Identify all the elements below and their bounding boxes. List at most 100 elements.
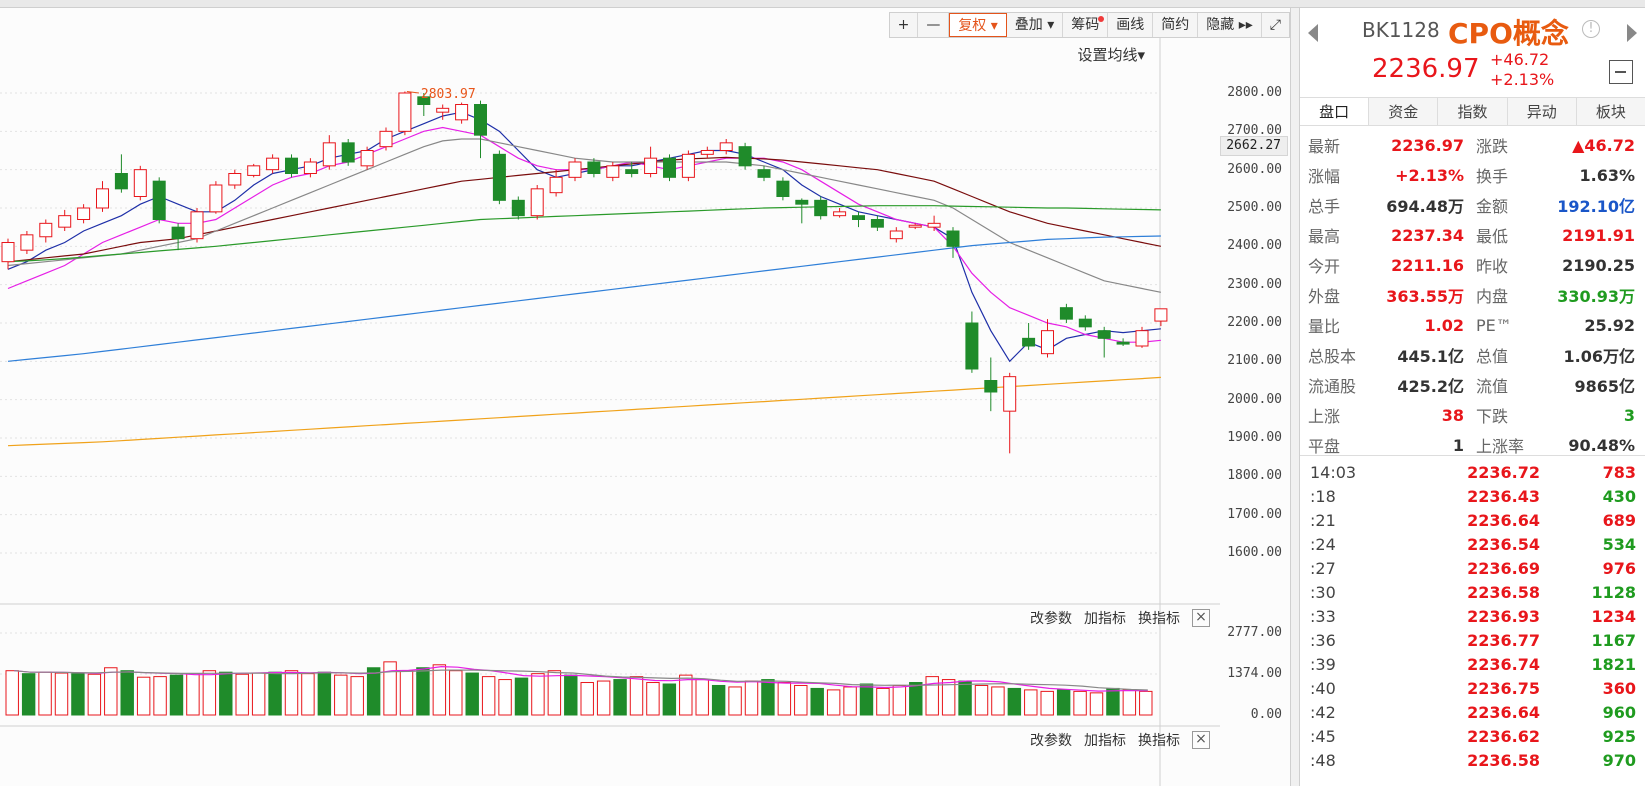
candle-body [738, 146, 752, 167]
price-tick-label: 1700.00 [1227, 506, 1282, 522]
tick-time: :30 [1310, 582, 1336, 602]
tab-sector[interactable]: 板块 [1595, 103, 1626, 121]
volume-bar [547, 670, 562, 716]
volume-bar [892, 684, 907, 716]
candle-body [644, 157, 658, 175]
candle-body [965, 322, 979, 370]
tick-volume: 1128 [1591, 582, 1636, 602]
volume-bar [1139, 690, 1153, 716]
candle-body [889, 230, 903, 240]
fullscreen-button[interactable]: ⤢ [1262, 13, 1289, 37]
add-indicator-button[interactable]: 加指标 [1084, 611, 1126, 627]
stat-value: 90.48% [1568, 435, 1635, 455]
tick-volume: 925 [1602, 726, 1636, 746]
chips-button[interactable]: 筹码 [1063, 13, 1109, 37]
tick-price: 2236.64 [1467, 702, 1540, 722]
zoom-in-button[interactable]: + [890, 13, 919, 37]
candle-body [1059, 307, 1073, 320]
volume-bar [580, 682, 594, 716]
stat-row: 平盘 1 上涨率 90.48% [1300, 430, 1645, 460]
stat-label: 涨幅 [1308, 167, 1341, 186]
tick-price: 2236.43 [1467, 486, 1540, 506]
change-params-button[interactable]: 改参数 [1030, 733, 1072, 749]
tab-index[interactable]: 指数 [1438, 98, 1508, 125]
volume-bar [465, 672, 479, 716]
draw-button[interactable]: 画线 [1108, 13, 1154, 37]
volume-bar [1089, 692, 1104, 716]
close-icon[interactable]: × [1192, 609, 1210, 627]
tab-movement[interactable]: 异动 [1508, 98, 1577, 125]
change-params-button[interactable]: 改参数 [1030, 611, 1072, 627]
price-axis: 2800.00 2700.00 2600.00 2500.00 2400.00 2300.… [1220, 8, 1290, 786]
close-icon[interactable]: × [1192, 731, 1210, 749]
volume-bar [794, 684, 808, 716]
candle-body [663, 157, 676, 178]
stat-row: 外盘 363.55万 内盘 330.93万 [1300, 280, 1645, 310]
volume-bar [317, 671, 332, 716]
tab-pankou[interactable]: 盘口 [1300, 98, 1370, 125]
simple-button[interactable]: 简约 [1153, 13, 1199, 37]
volume-tick-label: 2777.00 [1227, 625, 1282, 640]
stat-value: 3 [1623, 405, 1635, 425]
ma-setting-dropdown[interactable]: 设置均线▾ [1077, 44, 1145, 65]
zoom-out-button[interactable]: — [918, 13, 950, 37]
candle-body [530, 188, 544, 217]
kline-chart-area[interactable]: 2803.97 + — 复权 ▾ 叠加 ▾ 筹码 画线 简约 隐藏 ▸▸ ⤢ 设… [0, 8, 1290, 786]
price-tick-label: 1900.00 [1227, 430, 1282, 445]
volume-bar [925, 676, 939, 716]
notification-dot-icon [1098, 16, 1105, 22]
candle-body [1097, 330, 1111, 339]
candle-body [908, 224, 922, 228]
switch-indicator-button[interactable]: 换指标 [1138, 611, 1180, 627]
adjust-button[interactable]: 复权 ▾ [949, 13, 1007, 37]
volume-bar [679, 674, 693, 716]
stat-label: 上涨 [1308, 407, 1341, 426]
add-indicator-button[interactable]: 加指标 [1084, 733, 1126, 749]
switch-indicator-button[interactable]: 换指标 [1138, 733, 1180, 749]
stat-value: 2191.91 [1562, 225, 1635, 245]
kline-svg[interactable]: 2803.97 [0, 8, 1220, 786]
tick-price: 2236.74 [1467, 654, 1540, 674]
volume-bar [695, 679, 709, 716]
volume-bar [1106, 687, 1120, 716]
tick-volume: 1234 [1591, 606, 1636, 626]
next-arrow-icon[interactable] [1627, 24, 1637, 42]
overlay-button[interactable]: 叠加 ▾ [1007, 13, 1064, 37]
change-value: +46.72 [1490, 50, 1550, 69]
prev-arrow-icon[interactable] [1308, 24, 1318, 42]
volume-bar [531, 673, 545, 716]
tick-time: :40 [1310, 678, 1336, 698]
candle-body [587, 161, 601, 174]
candle-body [77, 207, 91, 220]
stat-value: 2211.16 [1391, 255, 1464, 275]
panel-splitter[interactable] [1290, 8, 1300, 786]
candle-body [1078, 318, 1092, 328]
volume-bar [449, 670, 463, 716]
candle-body [285, 157, 298, 175]
tick-price: 2236.62 [1467, 726, 1540, 746]
info-icon[interactable]: ! [1582, 20, 1600, 38]
volume-tick-label: 0.00 [1250, 707, 1282, 722]
tick-time: :21 [1310, 510, 1336, 530]
tick-row: :33 2236.93 1234 [1300, 604, 1645, 628]
price-tick-label: 2000.00 [1227, 391, 1282, 407]
candle-body [719, 142, 733, 151]
tab-funds[interactable]: 资金 [1369, 98, 1439, 125]
collapse-button[interactable] [1609, 60, 1633, 84]
volume-bar [629, 676, 644, 716]
volume-bar [711, 684, 726, 716]
hide-button[interactable]: 隐藏 ▸▸ [1198, 13, 1262, 37]
volume-ma-line [14, 669, 1148, 691]
volume-ma-line [14, 665, 1148, 692]
candle-body [1135, 330, 1149, 347]
candle-body [870, 219, 884, 228]
tick-row: :48 2236.58 970 [1300, 748, 1645, 772]
volume-bar [54, 672, 69, 716]
peak-marker [406, 90, 419, 94]
tick-row: :24 2236.54 534 [1300, 532, 1645, 556]
candle-body [455, 104, 469, 121]
indicator-toolbar-1: 改参数 加指标 换指标 × [1030, 608, 1210, 628]
stat-row: 量比 1.02 PE™ 25.92 [1300, 310, 1645, 340]
candle-body [171, 226, 185, 240]
volume-bar [284, 670, 299, 716]
